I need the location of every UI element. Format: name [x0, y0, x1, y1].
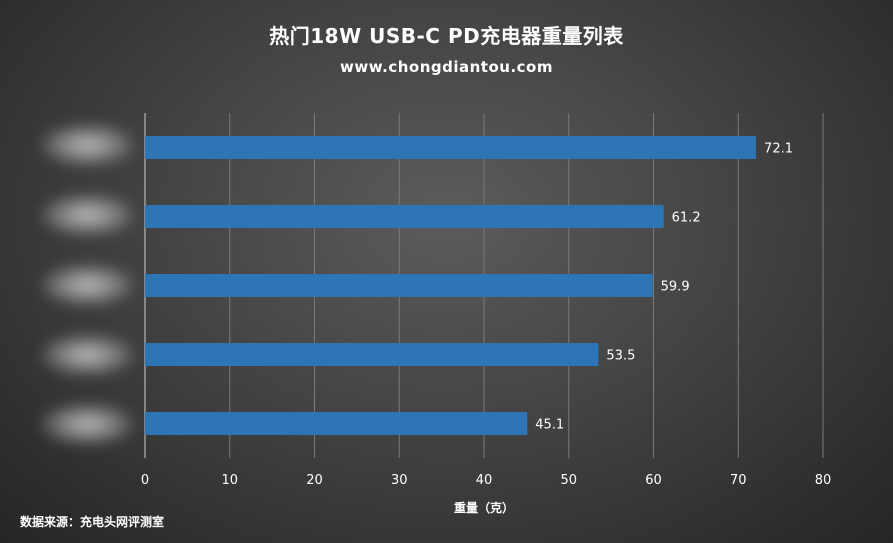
- x-tick-label: 20: [306, 473, 323, 488]
- bar-value-label: 45.1: [535, 418, 564, 433]
- chart-title: 热门18W USB-C PD充电器重量列表: [269, 24, 624, 48]
- bar-value-label: 61.2: [672, 211, 701, 226]
- bar: [145, 343, 599, 366]
- chart-subtitle: www.chongdiantou.com: [340, 58, 553, 76]
- x-tick-label: 70: [730, 473, 747, 488]
- x-tick-label: 0: [141, 473, 149, 488]
- blurred-category-label: [40, 334, 135, 376]
- blurred-category-label: [40, 264, 135, 306]
- blurred-category-label: [40, 403, 135, 445]
- x-tick-label: 10: [221, 473, 238, 488]
- x-tick-label: 80: [815, 473, 832, 488]
- x-tick-label: 60: [645, 473, 662, 488]
- x-axis-title: 重量（克）: [454, 500, 514, 515]
- bar: [145, 205, 664, 228]
- blurred-category-label: [40, 194, 135, 236]
- bar-value-label: 59.9: [661, 280, 690, 295]
- x-tick-label: 30: [391, 473, 408, 488]
- bar: [145, 412, 528, 435]
- bar-value-label: 72.1: [764, 142, 793, 157]
- x-tick-label: 40: [476, 473, 493, 488]
- bar: [145, 136, 757, 159]
- bar-value-label: 53.5: [606, 349, 635, 364]
- x-tick-label: 50: [560, 473, 577, 488]
- data-source-note: 数据来源：充电头网评测室: [20, 515, 165, 529]
- blurred-category-label: [40, 124, 135, 166]
- bar: [145, 274, 653, 297]
